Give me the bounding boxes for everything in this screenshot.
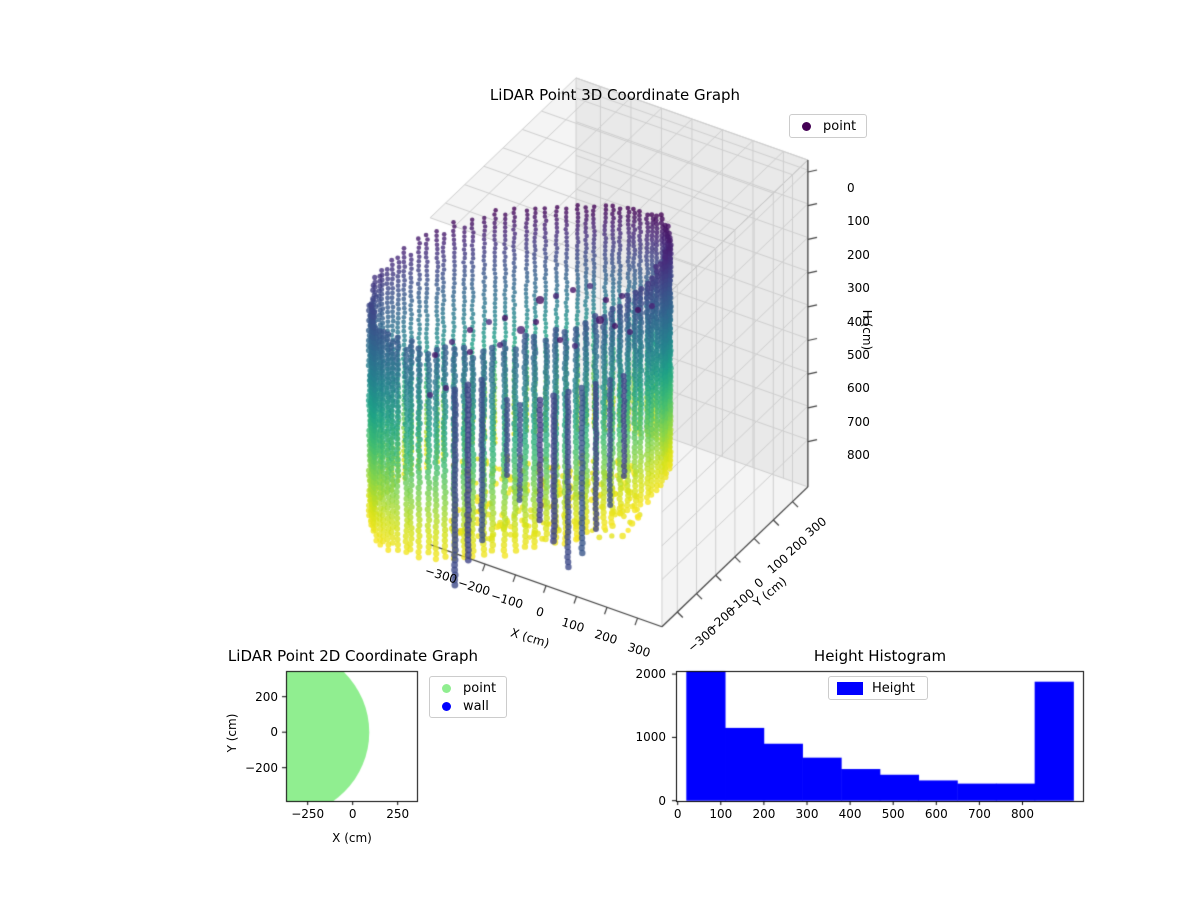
tick-label: 800: [1011, 807, 1034, 821]
tick-label: 500: [847, 348, 870, 362]
tick-label: 0: [270, 725, 278, 740]
tick-label: 0: [658, 793, 666, 808]
tick-label: 800: [847, 448, 870, 463]
point-marker-icon: [802, 121, 811, 131]
tick-label: 300: [795, 807, 819, 821]
tick-label: 200: [255, 689, 278, 704]
point-marker-icon: [442, 683, 451, 693]
tick-label: 700: [967, 807, 991, 821]
plot3d-legend: point: [789, 114, 868, 138]
plot2d-xlabel: X (cm): [332, 831, 372, 845]
tick-label: 500: [881, 807, 905, 821]
tick-label: 0: [673, 807, 682, 821]
hist-legend: Height: [828, 676, 928, 700]
tick-label: 200: [847, 247, 870, 262]
hist-legend-label: Height: [872, 680, 915, 696]
tick-label: 700: [847, 414, 870, 429]
tick-label: −250: [291, 807, 325, 821]
tick-label: 2000: [635, 667, 666, 682]
tick-label: 200: [752, 807, 776, 821]
tick-label: 400: [838, 807, 862, 821]
tick-label: 300: [847, 281, 870, 296]
tick-label: 100: [709, 807, 733, 821]
tick-label: 0: [847, 181, 855, 195]
plot3d-legend-label: point: [823, 118, 857, 134]
plot2d-legend-wall: wall: [463, 698, 489, 714]
wall-marker-icon: [442, 701, 451, 711]
plot2d-title: LiDAR Point 2D Coordinate Graph: [227, 647, 479, 665]
plot2d-legend-point: point: [463, 680, 497, 696]
hist-title: Height Histogram: [813, 647, 947, 665]
tick-label: 100: [847, 214, 870, 229]
tick-label: 400: [847, 314, 870, 329]
height-swatch-icon: [837, 681, 863, 695]
tick-label: 250: [386, 807, 410, 821]
plot3d-title: LiDAR Point 3D Coordinate Graph: [489, 86, 741, 104]
tick-label: 600: [847, 381, 870, 396]
plot2d-legend: point wall: [429, 676, 508, 718]
tick-label: 1000: [635, 730, 666, 745]
tick-label: 600: [924, 807, 948, 821]
tick-label: −200: [245, 760, 278, 775]
plot2d-ylabel: Y (cm): [225, 713, 239, 753]
tick-label: 0: [348, 807, 357, 821]
